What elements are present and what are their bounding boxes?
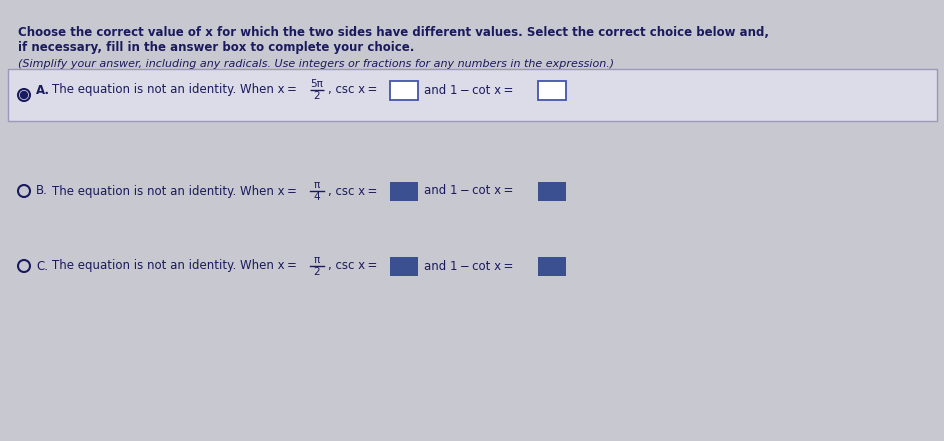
Text: 4: 4 bbox=[313, 192, 320, 202]
FancyBboxPatch shape bbox=[8, 69, 936, 121]
Text: π: π bbox=[313, 180, 320, 190]
Text: 5π: 5π bbox=[311, 79, 323, 89]
Text: C.: C. bbox=[36, 259, 48, 273]
Text: The equation is not an identity. When x =: The equation is not an identity. When x … bbox=[52, 259, 296, 273]
FancyBboxPatch shape bbox=[537, 257, 565, 276]
Text: , csc x =: , csc x = bbox=[328, 259, 377, 273]
Text: 2: 2 bbox=[313, 267, 320, 277]
Text: and 1 − cot x =: and 1 − cot x = bbox=[424, 83, 513, 97]
Text: , csc x =: , csc x = bbox=[328, 83, 377, 97]
Text: (Simplify your answer, including any radicals. Use integers or fractions for any: (Simplify your answer, including any rad… bbox=[18, 59, 614, 69]
Text: The equation is not an identity. When x =: The equation is not an identity. When x … bbox=[52, 83, 296, 97]
FancyBboxPatch shape bbox=[390, 81, 417, 100]
Text: 2: 2 bbox=[313, 91, 320, 101]
Text: A.: A. bbox=[36, 83, 50, 97]
Text: The equation is not an identity. When x =: The equation is not an identity. When x … bbox=[52, 184, 296, 198]
Text: and 1 − cot x =: and 1 − cot x = bbox=[424, 259, 513, 273]
Text: B.: B. bbox=[36, 184, 48, 198]
Text: if necessary, fill in the answer box to complete your choice.: if necessary, fill in the answer box to … bbox=[18, 41, 413, 54]
Text: , csc x =: , csc x = bbox=[328, 184, 377, 198]
Circle shape bbox=[21, 91, 27, 98]
FancyBboxPatch shape bbox=[390, 257, 417, 276]
FancyBboxPatch shape bbox=[537, 81, 565, 100]
FancyBboxPatch shape bbox=[390, 182, 417, 201]
Text: Choose the correct value of x for which the two sides have different values. Sel: Choose the correct value of x for which … bbox=[18, 26, 768, 39]
Text: and 1 − cot x =: and 1 − cot x = bbox=[424, 184, 513, 198]
Text: π: π bbox=[313, 255, 320, 265]
FancyBboxPatch shape bbox=[537, 182, 565, 201]
